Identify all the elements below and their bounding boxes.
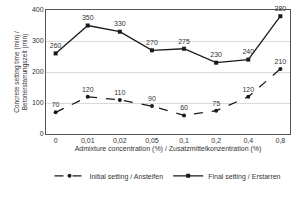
svg-text:400: 400 <box>32 6 44 13</box>
svg-text:0,4: 0,4 <box>243 137 253 144</box>
svg-text:270: 270 <box>146 39 158 46</box>
svg-text:0: 0 <box>54 137 58 144</box>
svg-text:110: 110 <box>114 89 125 96</box>
svg-text:0,1: 0,1 <box>179 137 189 144</box>
svg-text:120: 120 <box>82 86 94 93</box>
svg-text:350: 350 <box>82 14 94 21</box>
svg-text:0: 0 <box>40 130 44 137</box>
svg-text:75: 75 <box>212 100 220 107</box>
svg-text:330: 330 <box>114 20 126 27</box>
svg-text:300: 300 <box>32 37 44 44</box>
svg-text:260: 260 <box>50 42 62 49</box>
svg-text:210: 210 <box>275 58 287 65</box>
svg-text:380: 380 <box>275 5 287 12</box>
svg-text:Initial setting / Ansteifen: Initial setting / Ansteifen <box>90 173 164 181</box>
svg-text:240: 240 <box>242 48 254 55</box>
svg-text:70: 70 <box>52 101 60 108</box>
svg-text:0,05: 0,05 <box>145 137 159 144</box>
svg-text:0,02: 0,02 <box>113 137 127 144</box>
svg-text:120: 120 <box>242 86 254 93</box>
svg-text:60: 60 <box>180 104 188 111</box>
svg-text:Admixture concentration (%) /: Admixture concentration (%) / Zusatzmitt… <box>75 145 262 153</box>
svg-text:Concrete setting time (min) /B: Concrete setting time (min) /Betonerstar… <box>13 31 29 113</box>
svg-text:100: 100 <box>32 99 44 106</box>
svg-text:230: 230 <box>210 51 222 58</box>
svg-text:0,2: 0,2 <box>211 137 221 144</box>
svg-text:90: 90 <box>148 95 156 102</box>
svg-text:200: 200 <box>32 68 44 75</box>
svg-text:Final setting / Erstarren: Final setting / Erstarren <box>208 173 280 181</box>
svg-text:0,8: 0,8 <box>276 137 286 144</box>
svg-text:0,01: 0,01 <box>81 137 95 144</box>
svg-text:275: 275 <box>178 38 190 45</box>
